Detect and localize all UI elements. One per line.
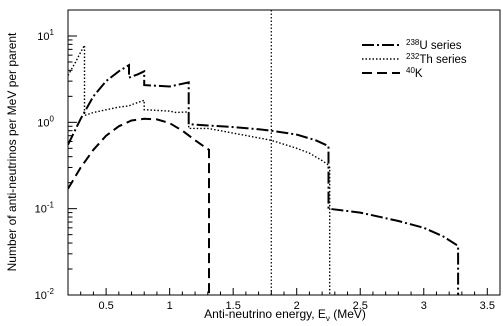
plot-area [67,9,501,296]
y-tick-label: 10-2 [35,287,55,302]
x-tick-label: 2.5 [353,300,368,312]
series-line-0 [68,63,460,295]
y-axis-label: Number of anti-neutrinos per MeV per par… [5,32,19,271]
x-tick-label: 0.5 [98,300,113,312]
x-axis-ticks: 0.5 1 1.5 2 2.5 3 3.5 [80,288,495,312]
legend-label: 40K [406,66,423,80]
x-axis-label: Anti-neutrino energy, Eν (MeV) [204,307,366,323]
x-tick-label: 3.5 [480,300,495,312]
y-tick-label: 101 [37,28,54,43]
series-line-1 [68,42,331,295]
y-axis-ticks: 10-2 10-1 100 101 [35,28,77,302]
y-tick-label: 100 [37,114,54,129]
x-tick-label: 3 [421,300,427,312]
plot-series [68,42,460,295]
x-tick-label: 1.5 [226,300,241,312]
series-line-2 [68,117,210,295]
y-tick-label: 10-1 [35,201,55,216]
legend-label: 232Th series [406,52,467,66]
legend-label: 238U series [406,38,462,52]
x-tick-label: 2 [294,300,300,312]
x-tick-label: 1 [167,300,173,312]
